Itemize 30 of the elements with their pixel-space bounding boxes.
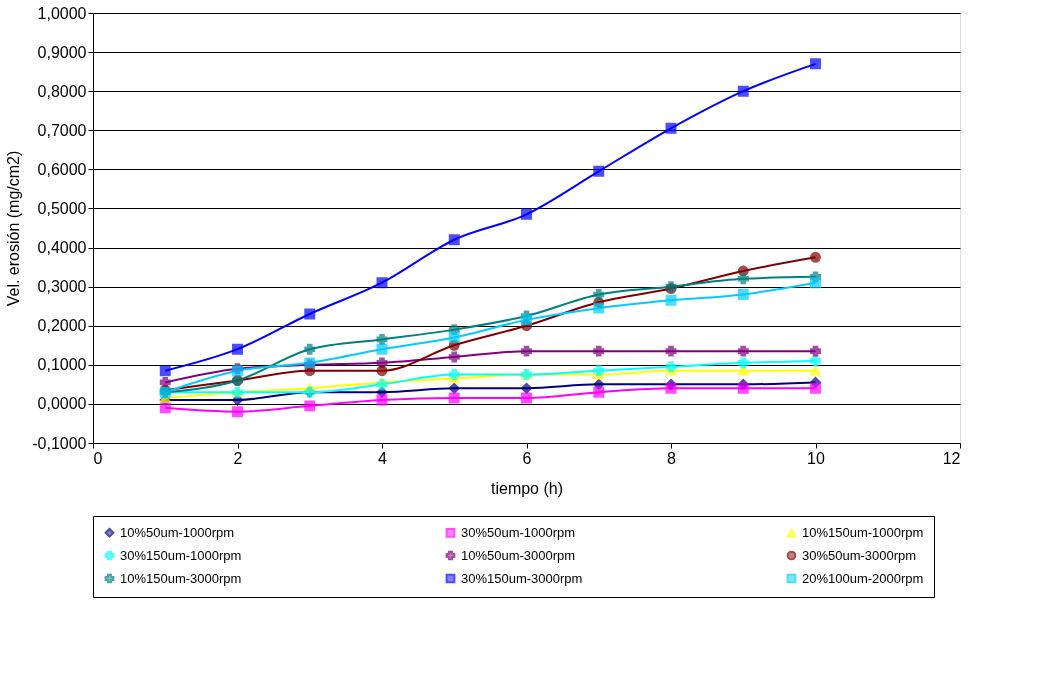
- y-tick-label: 0,6000: [37, 160, 87, 178]
- y-tick-label: 0,9000: [37, 43, 87, 61]
- y-tick-label: 0,5000: [37, 199, 87, 217]
- x-tick-label: 2: [233, 449, 243, 467]
- legend-label: 10%150um-1000rpm: [802, 525, 924, 541]
- legend-label: 30%50um-3000rpm: [802, 547, 917, 563]
- legend-label: 30%50um-1000rpm: [461, 524, 576, 540]
- x-tick-label: 0: [93, 449, 103, 467]
- x-tick-label: 8: [667, 449, 677, 467]
- legend-label: 10%150um-3000rpm: [120, 570, 242, 586]
- legend-label: 10%50um-1000rpm: [120, 524, 235, 540]
- x-axis-title: tiempo (h): [490, 479, 564, 497]
- y-tick-label: 1,0000: [37, 4, 87, 22]
- legend-label: 10%50um-3000rpm: [461, 547, 576, 563]
- y-tick-label: 0,7000: [37, 121, 87, 139]
- x-tick-label: 10: [807, 449, 825, 467]
- x-tick-label: 6: [522, 449, 532, 467]
- legend-label: 30%150um-1000rpm: [120, 547, 242, 563]
- y-axis-title: Vel. erosión (mg/cm2): [5, 150, 23, 307]
- x-tick-label: 4: [378, 449, 388, 467]
- legend-label: 20%100um-2000rpm: [802, 570, 924, 586]
- y-tick-label: 0,1000: [37, 356, 87, 374]
- y-tick-label: 0,4000: [37, 239, 87, 257]
- y-tick-label: 0,3000: [37, 278, 87, 296]
- y-tick-label: 0,0000: [37, 395, 87, 413]
- legend-label: 30%150um-3000rpm: [461, 570, 583, 586]
- y-tick-label: 0,2000: [37, 317, 87, 335]
- y-tick-label: -0,1000: [32, 434, 87, 452]
- x-tick-label: 12: [942, 449, 961, 467]
- y-tick-label: 0,8000: [37, 82, 87, 100]
